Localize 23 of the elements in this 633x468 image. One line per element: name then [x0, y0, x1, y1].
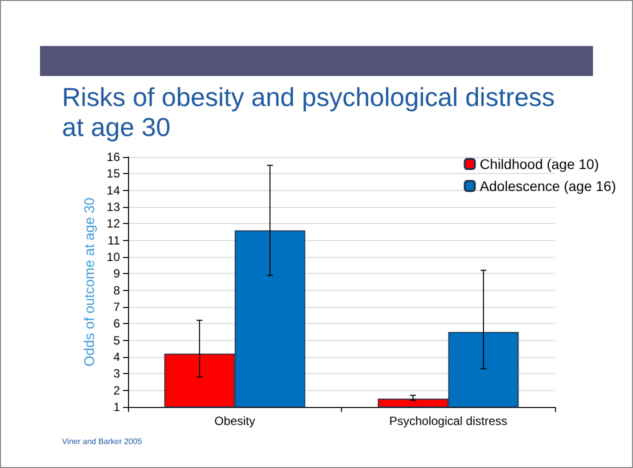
x-tick-label: Obesity	[214, 414, 256, 428]
legend-label: Adolescence (age 16)	[480, 178, 616, 194]
y-tick-label: 9	[113, 266, 120, 281]
y-tick-label: 4	[113, 350, 120, 364]
y-tick-label: 8	[113, 283, 120, 298]
y-tick-label: 6	[113, 316, 120, 331]
x-tick-label: Psychological distress	[389, 414, 508, 428]
y-tick-label: 15	[106, 166, 120, 181]
y-tick-label: 14	[106, 183, 120, 198]
y-tick-label: 1	[113, 400, 120, 414]
y-tick-label: 3	[113, 366, 120, 381]
y-tick-label: 16	[106, 150, 120, 164]
chart-title: Risks of obesity and psychological distress at age 30	[62, 82, 556, 142]
y-tick-label: 7	[113, 300, 120, 314]
y-tick-label: 10	[106, 250, 120, 264]
y-tick-label: 2	[113, 383, 120, 398]
text: Viner and Barker 2005	[62, 437, 142, 446]
y-tick-label: 13	[106, 200, 120, 214]
legend-label: Childhood (age 10)	[480, 156, 599, 172]
y-tick-label: 5	[113, 333, 120, 348]
y-axis-title: Odds of outcome at age 30	[80, 197, 97, 366]
y-tick-label: 12	[106, 216, 120, 231]
y-tick-label: 11	[108, 233, 120, 248]
